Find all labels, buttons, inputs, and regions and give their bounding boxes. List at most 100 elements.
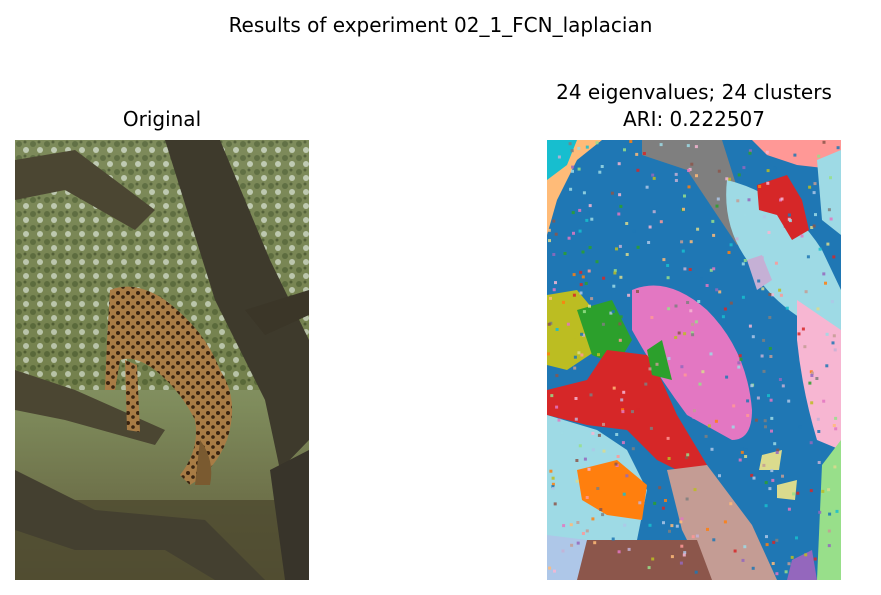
cluster-speckle (585, 529, 589, 533)
cluster-speckle (625, 222, 629, 225)
cluster-speckle (816, 417, 820, 421)
cluster-speckle (740, 450, 744, 454)
cluster-speckle (689, 240, 693, 244)
cluster-speckle (817, 430, 821, 433)
cluster-speckle (787, 562, 791, 566)
cluster-speckle (588, 204, 592, 208)
cluster-speckle (691, 535, 695, 539)
cluster-speckle (795, 536, 798, 540)
cluster-speckle (712, 233, 716, 237)
figure-title: Results of experiment 02_1_FCN_laplacian (228, 13, 653, 37)
cluster-speckle (596, 487, 600, 490)
cluster-speckle (623, 148, 626, 152)
cluster-speckle (744, 448, 748, 452)
cluster-speckle (666, 264, 670, 267)
cluster-speckle (803, 345, 807, 349)
cluster-speckle (692, 409, 696, 413)
cluster-speckle (557, 418, 561, 422)
cluster-speckle (602, 276, 606, 280)
cluster-speckle (767, 394, 770, 398)
cluster-speckle (615, 433, 619, 436)
cluster-speckle (834, 427, 838, 431)
cluster-speckle (615, 247, 618, 251)
cluster-speckle (746, 399, 750, 403)
cluster-speckle (743, 545, 747, 549)
cluster-speckle (812, 191, 816, 195)
cluster-speckle (740, 447, 744, 451)
cluster-speckle (687, 169, 691, 172)
cluster-speckle (549, 296, 552, 300)
cluster-speckle (611, 537, 615, 541)
cluster-speckle (691, 333, 695, 337)
cluster-speckle (591, 431, 595, 435)
cluster-speckle (674, 172, 678, 176)
cluster-speckle (693, 488, 697, 492)
cluster-speckle (768, 293, 772, 296)
cluster-speckle (800, 234, 804, 238)
cluster-speckle (584, 281, 588, 285)
cluster-speckle (682, 553, 686, 557)
cluster-speckle (619, 315, 623, 319)
cluster-speckle (816, 307, 820, 311)
cluster-speckle (617, 550, 621, 554)
cluster-speckle (731, 425, 735, 429)
cluster-speckle (697, 300, 701, 303)
cluster-speckle (743, 259, 747, 262)
cluster-speckle (680, 544, 684, 548)
cluster-speckle (698, 564, 702, 567)
cluster-speckle (618, 338, 622, 342)
cluster-speckle (679, 561, 683, 565)
cluster-speckle (801, 327, 805, 331)
cluster-speckle (700, 277, 703, 281)
cluster-speckle (555, 374, 559, 378)
cluster-speckle (832, 255, 836, 259)
cluster-speckle (647, 241, 651, 244)
cluster-speckle (768, 347, 772, 350)
cluster-speckle (548, 239, 551, 243)
cluster-speckle (780, 197, 784, 201)
cluster-speckle (667, 357, 671, 360)
cluster-speckle (707, 424, 711, 428)
cluster-speckle (636, 408, 640, 412)
cluster-speckle (625, 474, 629, 478)
cluster-speckle (548, 566, 552, 570)
cluster-speckle (668, 529, 671, 533)
cluster-speckle (809, 489, 813, 493)
cluster-speckle (833, 348, 837, 352)
cluster-speckle (817, 154, 821, 158)
cluster-speckle (741, 295, 745, 299)
cluster-speckle (582, 191, 586, 195)
cluster-speckle (621, 441, 625, 445)
cluster-speckle (769, 355, 773, 358)
cluster-speckle (557, 155, 561, 159)
cluster-speckle (567, 236, 571, 240)
cluster-speckle (578, 444, 582, 448)
cluster-speckle (659, 143, 663, 147)
cluster-speckle (796, 491, 800, 495)
cluster-speckle (652, 210, 656, 214)
cluster-speckle (582, 333, 585, 337)
cluster-speckle (788, 219, 792, 223)
cluster-speckle (620, 398, 624, 402)
cluster-speckles (547, 140, 840, 576)
cluster-region (547, 350, 707, 480)
cluster-speckle (595, 260, 599, 264)
cluster-speckle (618, 193, 622, 197)
cluster-speckle (642, 152, 646, 155)
cluster-speckle (547, 352, 550, 356)
cluster-region (632, 285, 752, 440)
cluster-speckle (612, 386, 616, 390)
cluster-speckle (694, 570, 698, 574)
cluster-speckle (808, 185, 812, 189)
cluster-speckle (670, 524, 674, 528)
cluster-speckle (770, 429, 773, 433)
cluster-speckle (577, 351, 581, 355)
cluster-speckle (631, 447, 635, 451)
cluster-speckle (706, 527, 709, 531)
cluster-speckle (721, 315, 725, 319)
cluster-speckle (766, 181, 770, 185)
cluster-speckle (810, 226, 814, 229)
cluster-speckle (752, 476, 756, 480)
cluster-speckle (729, 243, 733, 247)
cluster-speckle (579, 291, 583, 295)
